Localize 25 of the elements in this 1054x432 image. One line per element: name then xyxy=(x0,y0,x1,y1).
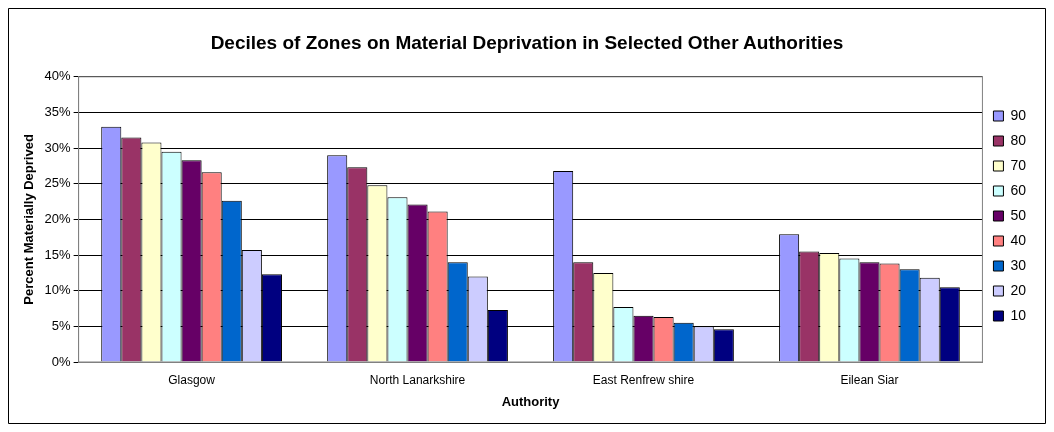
y-tick-label: 0% xyxy=(51,353,72,369)
legend-label: 40 xyxy=(1010,231,1027,248)
y-tick-label: 35% xyxy=(44,104,72,120)
legend-label: 20 xyxy=(1010,281,1027,298)
x-tick-label: East Renfrew shire xyxy=(592,372,695,387)
legend-label: 80 xyxy=(1010,131,1027,148)
y-tick-label: 10% xyxy=(44,282,72,298)
y-tick-label: 20% xyxy=(44,210,72,226)
y-tick-label: 30% xyxy=(44,139,72,155)
legend-label: 50 xyxy=(1010,206,1027,223)
y-tick-label: 15% xyxy=(44,246,72,262)
legend-label: 60 xyxy=(1010,181,1027,198)
legend-label: 90 xyxy=(1010,106,1027,123)
chart-title: Deciles of Zones on Material Deprivation in Selected Other Authorities xyxy=(210,31,844,53)
x-axis-title: Authority xyxy=(501,393,561,409)
y-tick-label: 40% xyxy=(44,68,72,84)
y-tick-label: 5% xyxy=(51,317,72,333)
y-tick-label: 25% xyxy=(44,175,72,191)
y-axis-title: Percent Materially Deprived xyxy=(21,134,37,305)
x-tick-label: North Lanarkshire xyxy=(369,372,466,387)
x-tick-label: Glasgow xyxy=(168,372,216,387)
legend-label: 10 xyxy=(1010,306,1027,323)
legend-label: 70 xyxy=(1010,156,1027,173)
legend-label: 30 xyxy=(1010,256,1027,273)
x-tick-label: Eilean Siar xyxy=(840,372,899,387)
